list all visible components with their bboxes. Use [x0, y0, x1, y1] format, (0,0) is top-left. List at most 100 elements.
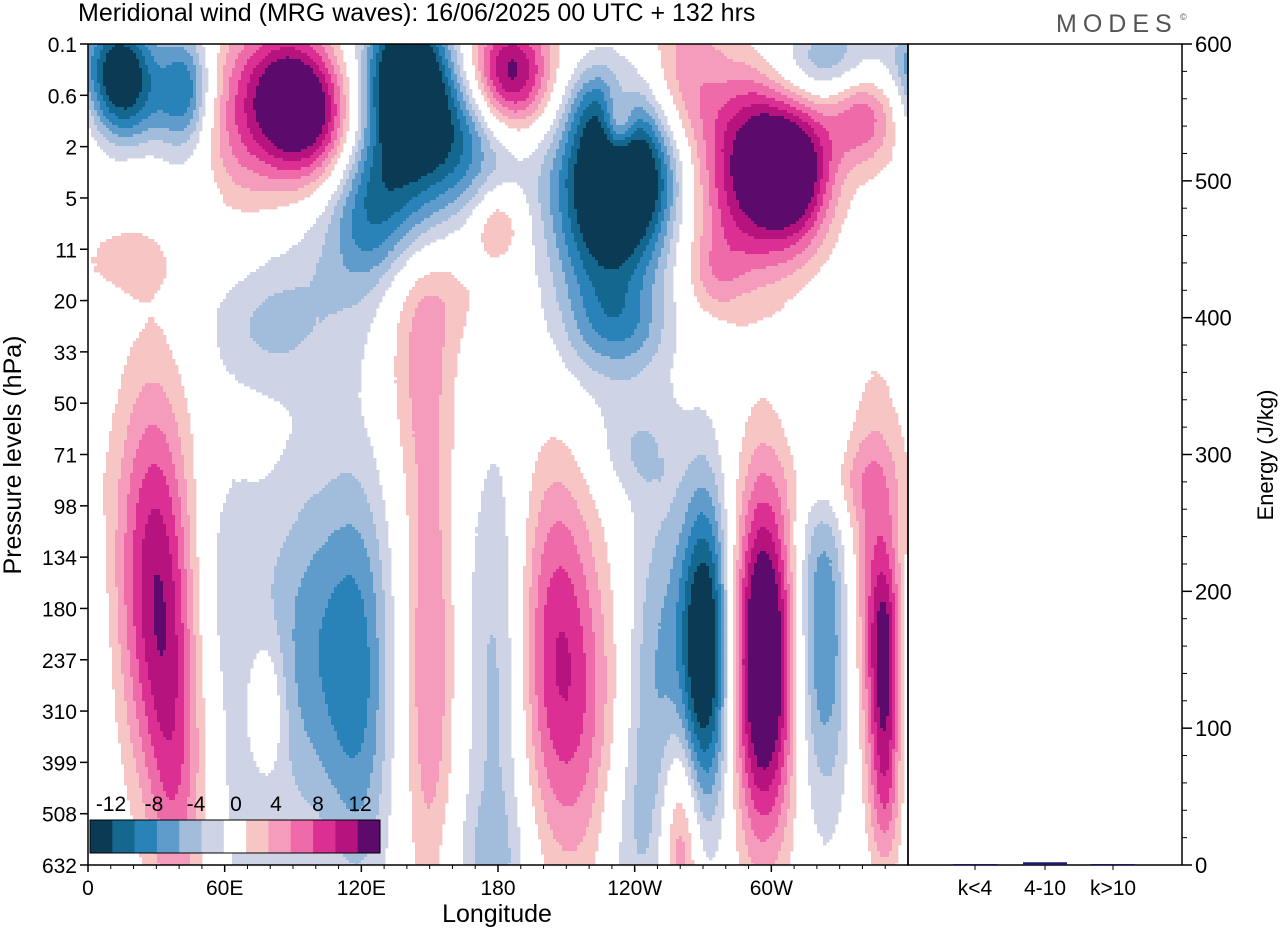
contour-cell: [115, 53, 118, 56]
contour-cell: [370, 50, 373, 53]
contour-cell: [391, 50, 394, 53]
contour-cell: [133, 47, 136, 50]
contour-cell: [688, 53, 691, 56]
contour-cell: [421, 53, 424, 56]
contour-cell: [535, 50, 538, 53]
contour-cell: [595, 50, 598, 53]
contour-cell: [250, 47, 253, 50]
contour-cell: [139, 53, 142, 56]
contour-cell: [472, 47, 475, 50]
contour-cell: [271, 50, 274, 53]
contour-cell: [340, 50, 343, 53]
contour-cell: [490, 53, 493, 56]
contour-cell: [322, 47, 325, 50]
contour-cell: [673, 47, 676, 50]
contour-cell: [193, 47, 196, 50]
contour-cell: [334, 47, 337, 50]
contour-cell: [406, 47, 409, 50]
contour-cell: [730, 50, 733, 53]
contour-cell: [436, 47, 439, 50]
contour-cell: [706, 47, 709, 50]
contour-cell: [241, 47, 244, 50]
contour-cell: [355, 50, 358, 53]
brand-mark: ©: [1180, 12, 1187, 22]
contour-cell: [100, 47, 103, 50]
contour-cell: [154, 50, 157, 53]
contour-cell: [547, 53, 550, 56]
contour-cell: [454, 50, 457, 53]
contour-cell: [103, 53, 106, 56]
contour-cell: [247, 53, 250, 56]
contour-cell: [808, 47, 811, 50]
contour-cell: [544, 53, 547, 56]
contour-cell: [556, 50, 559, 53]
contour-cell: [424, 53, 427, 56]
contour-cell: [805, 47, 808, 50]
contour-cell: [823, 47, 826, 50]
contour-cell: [697, 47, 700, 50]
contour-cell: [238, 53, 241, 56]
contour-cell: [676, 53, 679, 56]
contour-cell: [412, 50, 415, 53]
contour-cell: [172, 53, 175, 56]
contour-cell: [529, 50, 532, 53]
contour-cell: [553, 47, 556, 50]
contour-cell: [166, 47, 169, 50]
contour-cell: [334, 50, 337, 53]
contour-cell: [424, 47, 427, 50]
contour-cell: [535, 53, 538, 56]
contour-cell: [307, 53, 310, 56]
contour-cell: [265, 50, 268, 53]
contour-cell: [556, 53, 559, 56]
contour-cell: [97, 47, 100, 50]
contour-cell: [844, 47, 847, 50]
contour-cell: [505, 47, 508, 50]
contour-cell: [382, 50, 385, 53]
contour-cell: [385, 47, 388, 50]
contour-cell: [811, 47, 814, 50]
contour-cell: [802, 47, 805, 50]
contour-cell: [793, 50, 796, 53]
contour-cell: [592, 50, 595, 53]
contour-cell: [517, 50, 520, 53]
contour-cell: [478, 53, 481, 56]
contour-cell: [733, 47, 736, 50]
contour-cell: [445, 53, 448, 56]
contour-cell: [196, 53, 199, 56]
contour-cell: [295, 53, 298, 56]
contour-cell: [553, 50, 556, 53]
contour-cell: [481, 53, 484, 56]
contour-cell: [115, 50, 118, 53]
contour-cell: [193, 53, 196, 56]
contour-cell: [97, 50, 100, 53]
contour-cell: [661, 50, 664, 53]
contour-cell: [412, 47, 415, 50]
contour-cell: [385, 50, 388, 53]
contour-cell: [244, 50, 247, 53]
contour-cell: [700, 50, 703, 53]
contour-cell: [865, 50, 868, 53]
contour-cell: [904, 50, 907, 53]
contour-cell: [439, 53, 442, 56]
contour-cell: [436, 53, 439, 56]
contour-cell: [439, 47, 442, 50]
contour-cell: [397, 53, 400, 56]
contour-cell: [517, 53, 520, 56]
contour-cell: [439, 50, 442, 53]
contour-cell: [262, 50, 265, 53]
contour-cell: [709, 53, 712, 56]
contour-cell: [901, 47, 904, 50]
contour-cell: [535, 47, 538, 50]
contour-cell: [883, 50, 886, 53]
contour-cell: [613, 53, 616, 56]
contour-cell: [307, 47, 310, 50]
contour-cell: [493, 50, 496, 53]
contour-cell: [889, 50, 892, 53]
contour-cell: [325, 47, 328, 50]
contour-cell: [658, 47, 661, 50]
contour-cell: [331, 50, 334, 53]
contour-cell: [457, 50, 460, 53]
contour-cell: [745, 47, 748, 50]
contour-cell: [400, 53, 403, 56]
contour-cell: [811, 50, 814, 53]
